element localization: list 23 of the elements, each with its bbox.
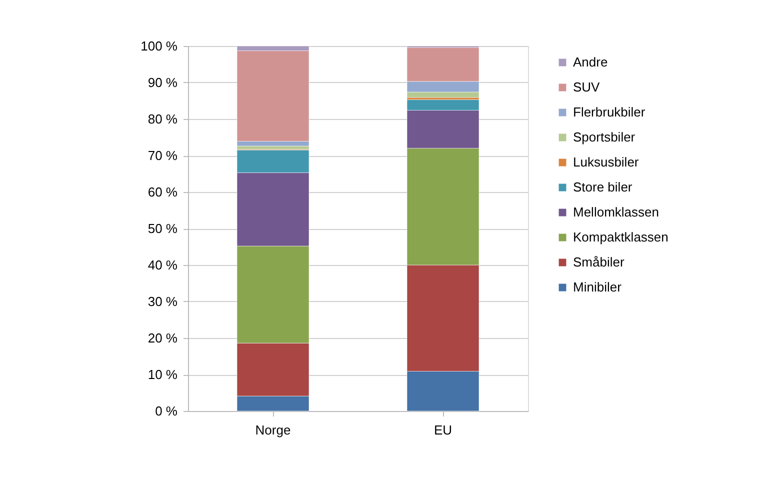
x-tick-label: Norge [255, 422, 291, 438]
y-tick-label: 60 % [148, 184, 178, 200]
legend-label: Andre [573, 54, 608, 70]
y-tick-label: 70 % [148, 148, 178, 163]
y-tick-label: 40 % [148, 258, 178, 272]
legend-label: Store biler [573, 180, 633, 194]
legend-label: Mellomklassen [573, 204, 659, 220]
legend-label: Sportsbiler [573, 130, 636, 144]
legend-label: Kompaktklassen [573, 230, 668, 244]
y-tick-label: 0 % [155, 404, 178, 418]
y-tick-label: 90 % [148, 75, 178, 90]
y-tick-label: 20 % [148, 330, 178, 346]
legend-label: Minibiler [573, 280, 622, 294]
y-tick-label: 10 % [148, 367, 178, 382]
y-tick-label: 100 % [140, 38, 178, 54]
legend-label: SUV [573, 80, 600, 94]
y-tick-label: 80 % [148, 112, 178, 126]
y-tick-label: 50 % [148, 221, 178, 236]
legend-label: Luksusbiler [573, 154, 640, 170]
legend-label: Småbiler [573, 254, 625, 270]
y-tick-label: 30 % [148, 294, 178, 309]
x-tick-label: EU [434, 422, 452, 438]
legend-label: Flerbrukbiler [573, 104, 646, 120]
